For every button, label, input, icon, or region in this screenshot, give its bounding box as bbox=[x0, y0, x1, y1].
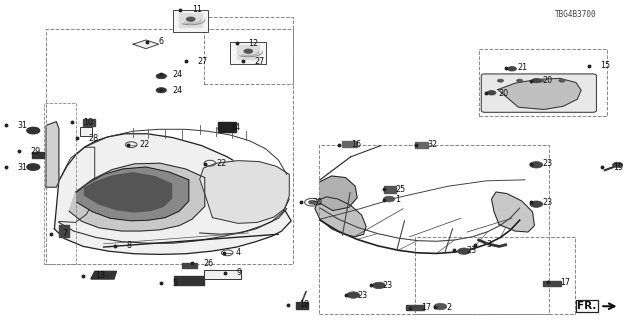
Circle shape bbox=[156, 74, 166, 79]
Text: 29: 29 bbox=[31, 147, 41, 156]
Text: 4: 4 bbox=[236, 248, 241, 257]
Text: 11: 11 bbox=[192, 5, 202, 14]
Circle shape bbox=[308, 200, 316, 204]
Text: 32: 32 bbox=[428, 140, 438, 149]
Polygon shape bbox=[492, 192, 534, 232]
Text: 20: 20 bbox=[543, 76, 553, 85]
Text: 23: 23 bbox=[357, 291, 367, 300]
Text: 6: 6 bbox=[159, 37, 164, 46]
Text: 23: 23 bbox=[543, 198, 553, 207]
Circle shape bbox=[383, 196, 395, 202]
Polygon shape bbox=[133, 40, 159, 49]
Circle shape bbox=[458, 248, 470, 254]
Circle shape bbox=[508, 67, 516, 71]
Text: 12: 12 bbox=[248, 39, 259, 48]
Polygon shape bbox=[384, 186, 396, 193]
Bar bbox=[80, 127, 92, 136]
Polygon shape bbox=[543, 281, 561, 286]
Bar bbox=[173, 10, 208, 32]
Polygon shape bbox=[320, 176, 357, 211]
Text: 31: 31 bbox=[18, 121, 28, 130]
Text: 27: 27 bbox=[197, 57, 207, 66]
Circle shape bbox=[532, 78, 541, 83]
Text: 19: 19 bbox=[613, 163, 623, 172]
Polygon shape bbox=[174, 276, 204, 285]
Text: 8: 8 bbox=[127, 241, 132, 250]
Polygon shape bbox=[218, 122, 236, 132]
Circle shape bbox=[347, 292, 360, 298]
Circle shape bbox=[27, 164, 40, 170]
Text: 25: 25 bbox=[396, 185, 406, 194]
Circle shape bbox=[487, 91, 496, 95]
Polygon shape bbox=[77, 167, 189, 221]
Polygon shape bbox=[200, 161, 289, 223]
Text: 22: 22 bbox=[216, 159, 227, 168]
Polygon shape bbox=[54, 134, 291, 254]
Text: TBG4B3700: TBG4B3700 bbox=[555, 10, 597, 19]
Text: 1: 1 bbox=[396, 196, 401, 204]
Circle shape bbox=[497, 79, 504, 82]
Polygon shape bbox=[46, 122, 59, 187]
Text: 30: 30 bbox=[312, 198, 323, 207]
Text: 23: 23 bbox=[466, 246, 476, 255]
Text: 17: 17 bbox=[560, 278, 570, 287]
Text: 16: 16 bbox=[351, 140, 361, 149]
Text: 23: 23 bbox=[383, 281, 393, 290]
Polygon shape bbox=[296, 302, 308, 309]
Text: 23: 23 bbox=[543, 159, 553, 168]
Text: 24: 24 bbox=[173, 70, 183, 79]
Circle shape bbox=[186, 17, 195, 21]
Polygon shape bbox=[406, 305, 424, 310]
Circle shape bbox=[612, 162, 623, 167]
Polygon shape bbox=[237, 45, 259, 59]
Bar bbox=[204, 270, 241, 279]
Text: FR.: FR. bbox=[577, 301, 596, 311]
Text: 15: 15 bbox=[600, 61, 611, 70]
Text: 9: 9 bbox=[237, 268, 242, 277]
Circle shape bbox=[156, 88, 166, 93]
Circle shape bbox=[516, 79, 523, 82]
Polygon shape bbox=[84, 173, 172, 212]
Circle shape bbox=[530, 162, 543, 168]
Text: 14: 14 bbox=[230, 124, 241, 132]
Text: 24: 24 bbox=[173, 86, 183, 95]
Text: 22: 22 bbox=[140, 140, 150, 149]
Polygon shape bbox=[415, 142, 428, 148]
Polygon shape bbox=[498, 78, 581, 109]
Polygon shape bbox=[182, 263, 197, 268]
FancyBboxPatch shape bbox=[481, 74, 596, 112]
Text: 31: 31 bbox=[18, 163, 28, 172]
Polygon shape bbox=[69, 163, 205, 231]
Circle shape bbox=[559, 79, 565, 82]
Polygon shape bbox=[91, 271, 116, 279]
Circle shape bbox=[538, 79, 544, 82]
Text: 10: 10 bbox=[83, 118, 93, 127]
Circle shape bbox=[530, 201, 543, 207]
Text: 7: 7 bbox=[63, 229, 68, 238]
Polygon shape bbox=[59, 225, 69, 237]
Text: 20: 20 bbox=[498, 89, 508, 98]
Text: 21: 21 bbox=[517, 63, 527, 72]
Circle shape bbox=[244, 49, 253, 53]
Polygon shape bbox=[83, 119, 95, 126]
Text: 26: 26 bbox=[204, 259, 214, 268]
Text: 2: 2 bbox=[447, 303, 452, 312]
Circle shape bbox=[434, 303, 447, 310]
Text: 5: 5 bbox=[173, 279, 178, 288]
Text: 13: 13 bbox=[95, 271, 105, 280]
Polygon shape bbox=[342, 141, 357, 147]
Circle shape bbox=[27, 127, 40, 134]
Text: 18: 18 bbox=[300, 300, 310, 309]
Circle shape bbox=[372, 282, 385, 289]
Bar bbox=[230, 42, 266, 64]
Text: 28: 28 bbox=[88, 134, 99, 143]
Polygon shape bbox=[179, 13, 202, 27]
Text: 27: 27 bbox=[255, 57, 265, 66]
Text: 17: 17 bbox=[421, 303, 431, 312]
Text: 3: 3 bbox=[486, 240, 492, 249]
Polygon shape bbox=[315, 197, 366, 237]
